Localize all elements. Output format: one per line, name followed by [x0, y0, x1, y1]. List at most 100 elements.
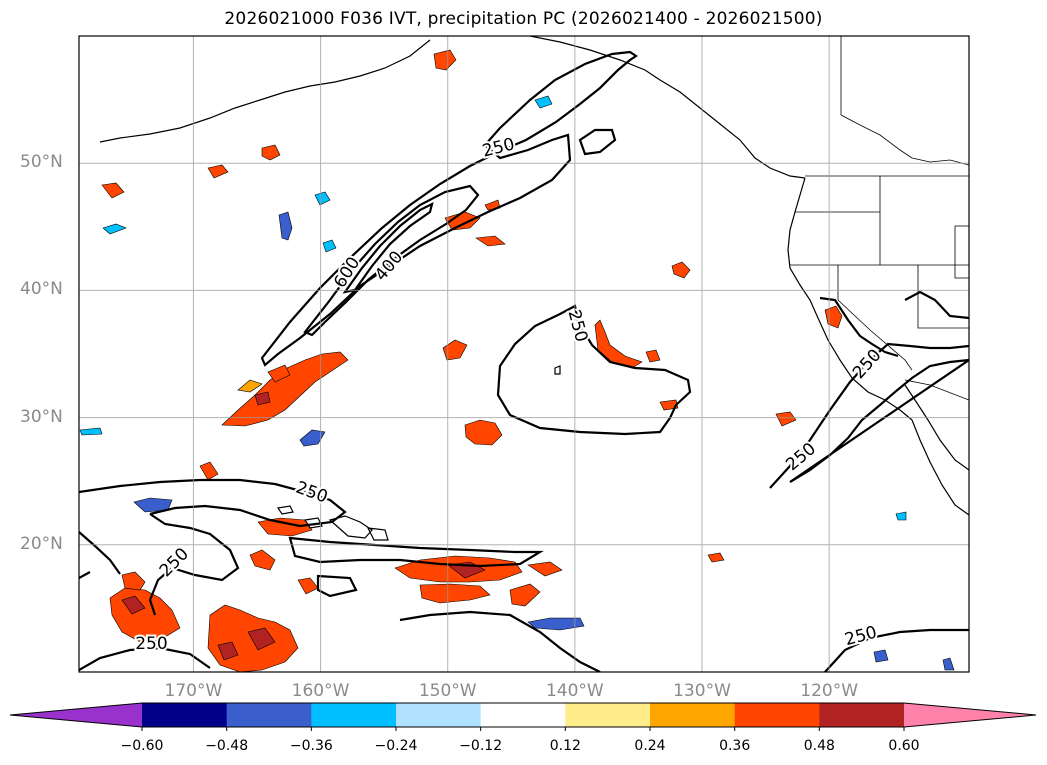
precip-area: [133, 497, 173, 513]
ivt-contour-250: [496, 304, 692, 436]
hawaii-oahu: [276, 505, 294, 515]
ivt-contour-250: [79, 531, 121, 579]
precip-area: [873, 649, 889, 663]
state-border: [837, 265, 913, 371]
hawaii-small-island: [366, 527, 389, 541]
colorbar-tick-label: −0.12: [459, 738, 503, 754]
precip-area: [254, 391, 271, 406]
precip-area: [267, 364, 291, 383]
colorbar-bin: [226, 703, 312, 727]
colorbar-tick-label: 0.36: [719, 738, 751, 754]
colorbar-tick-label: 0.12: [549, 738, 581, 754]
precip-negative-areas: [79, 95, 955, 671]
longitude-label: 130°W: [673, 681, 731, 701]
ivt-contour-label: 250: [156, 544, 193, 581]
colorbar: [9, 702, 1037, 731]
ivt-contour-label: 250: [564, 308, 592, 345]
precip-area: [314, 191, 331, 206]
state-border: [917, 265, 969, 329]
longitude-label: 140°W: [545, 681, 604, 701]
ivt-contour-600: [342, 201, 434, 294]
precip-area: [278, 211, 293, 241]
latitude-label: 20°N: [20, 533, 63, 554]
precip-area: [199, 461, 219, 481]
colorbar-bin: [480, 703, 566, 727]
state-border: [954, 226, 969, 279]
colorbar-bin: [311, 703, 397, 727]
colorbar-bin: [142, 703, 228, 727]
longitude-label: 150°W: [418, 681, 477, 701]
island: [554, 365, 561, 375]
us-west-coast: [787, 177, 913, 421]
precip-area: [527, 561, 563, 577]
precip-area: [247, 627, 276, 651]
ivt-contour-250: [148, 513, 240, 616]
precip-area: [101, 182, 125, 199]
ivt-contour-label: 250: [843, 623, 880, 651]
precip-area: [475, 235, 506, 247]
precip-area: [217, 641, 239, 661]
ivt-contour-250: [578, 128, 617, 156]
precip-area: [442, 339, 468, 361]
colorbar-tick-label: −0.48: [205, 738, 249, 754]
precip-area: [261, 144, 281, 161]
ivt-contour-250: [288, 536, 544, 568]
precip-area: [534, 95, 553, 109]
colorbar-tick-label: 0.24: [634, 738, 666, 754]
ivt-contour-250: [316, 574, 358, 598]
colorbar-tick-label: 0.60: [888, 738, 920, 754]
precip-area: [942, 657, 955, 671]
hawaii-big-island: [328, 515, 373, 539]
gridlines: [79, 36, 969, 672]
latitude-label: 50°N: [20, 152, 63, 173]
precip-area: [322, 239, 337, 253]
precip-area: [249, 549, 276, 571]
coastlines: [99, 36, 969, 541]
precip-area: [464, 419, 503, 446]
ivt-contour-250: [399, 610, 601, 672]
us-mexico-border: [904, 379, 969, 401]
precip-area: [645, 349, 661, 363]
colorbar-extend-high: [904, 703, 1036, 727]
precip-area: [433, 49, 457, 71]
precip-area: [257, 517, 313, 537]
precip-area: [237, 379, 263, 393]
precip-area: [824, 305, 843, 329]
map-title: 2026021000 F036 IVT, precipitation PC (2…: [224, 9, 823, 29]
precip-area: [509, 583, 541, 607]
precip-area: [221, 351, 349, 427]
precip-area: [527, 617, 585, 631]
ivt-contour-250: [769, 342, 969, 489]
ivt-contour-label: 250: [135, 634, 167, 654]
ivt-contour-250: [904, 290, 969, 320]
precip-area: [79, 427, 103, 436]
precip-area: [102, 223, 127, 235]
bc-coast-detail: [840, 114, 969, 166]
latitude-label: 30°N: [20, 406, 63, 427]
alaska-coast: [529, 36, 806, 179]
precip-area: [297, 577, 319, 595]
colorbar-bin: [396, 703, 482, 727]
precip-area: [121, 571, 146, 591]
ivt-contour-250: [260, 50, 638, 367]
precip-area: [419, 583, 491, 604]
precip-area: [207, 164, 229, 179]
ivt-contour-250: [824, 628, 969, 672]
precip-area: [299, 429, 326, 447]
longitude-label: 170°W: [164, 681, 223, 701]
colorbar-tick-label: −0.36: [289, 738, 333, 754]
precip-area: [671, 261, 691, 279]
latitude-label: 40°N: [20, 279, 63, 300]
ivt-contour-250: [79, 478, 347, 528]
map-frame: [78, 35, 970, 673]
longitude-label: 120°W: [800, 681, 859, 701]
colorbar-bin: [650, 703, 736, 727]
ivt-contour-label: 250: [480, 134, 516, 161]
colorbar-extend-low: [10, 703, 142, 727]
ivt-contour-250: [819, 296, 899, 358]
alaska-aleutian-coast: [99, 39, 431, 143]
precip-area: [775, 411, 797, 427]
political-borders: [790, 36, 969, 401]
precip-area: [121, 595, 146, 615]
